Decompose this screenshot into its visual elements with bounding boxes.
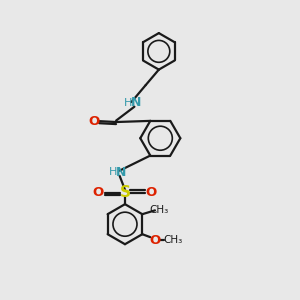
Text: O: O [93, 186, 104, 199]
Text: CH₃: CH₃ [163, 235, 183, 245]
Text: N: N [116, 166, 127, 178]
Text: H: H [124, 98, 132, 108]
Text: O: O [88, 115, 100, 128]
Text: N: N [131, 96, 141, 110]
Text: O: O [146, 186, 157, 199]
Text: H: H [109, 167, 117, 177]
Text: O: O [149, 234, 160, 247]
Text: S: S [119, 185, 130, 200]
Text: CH₃: CH₃ [149, 205, 168, 215]
